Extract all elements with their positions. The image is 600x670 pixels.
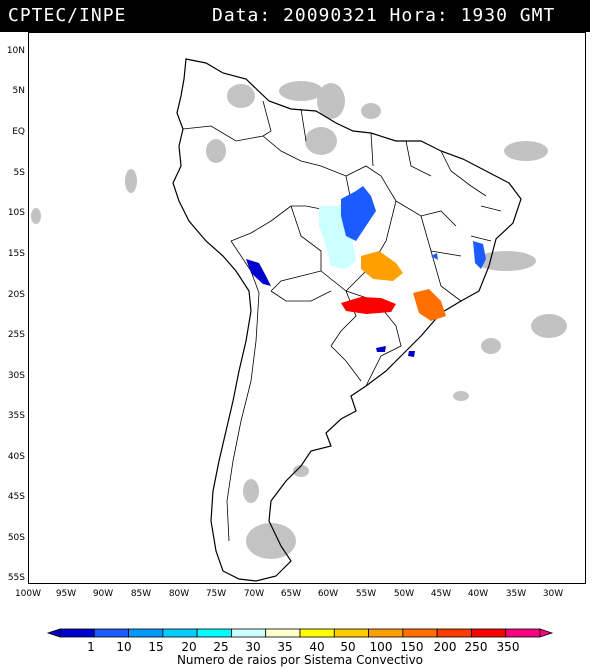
lat-label: 10S <box>7 208 25 218</box>
colorbar-label: 350 <box>496 640 520 654</box>
system-blue-east <box>473 241 486 269</box>
lon-label: 40W <box>467 589 489 599</box>
system-blue-south <box>376 346 386 352</box>
lon-label: 65W <box>280 589 302 599</box>
colorbar-cell <box>299 628 335 638</box>
lon-label: 80W <box>168 589 190 599</box>
lat-label: 35S <box>7 411 25 421</box>
colorbar-cell <box>59 628 95 638</box>
colorbar-cell <box>265 628 301 638</box>
lat-label: 15S <box>7 249 25 259</box>
colorbar-title: Numero de raios por Sistema Convectivo <box>176 653 424 667</box>
map-frame <box>28 32 586 584</box>
colorbar-label: 40 <box>309 640 325 654</box>
lon-label: 70W <box>243 589 265 599</box>
system-blue-west <box>246 259 271 286</box>
colorbar-cell <box>93 628 129 638</box>
colorbar-arrow-left <box>46 628 61 638</box>
colorbar-label: 30 <box>245 640 261 654</box>
lon-label: 100W <box>14 589 42 599</box>
cloud-cover-layer <box>31 81 567 559</box>
colorbar-cell <box>402 628 438 638</box>
colorbar-label: 10 <box>116 640 132 654</box>
lon-label: 90W <box>92 589 114 599</box>
colorbar-cell <box>471 628 507 638</box>
header-datetime: Data: 20090321 Hora: 1930 GMT <box>212 5 556 26</box>
colorbar-label: 35 <box>277 640 293 654</box>
colorbar-arrow-right <box>539 628 554 638</box>
colorbar-label: 25 <box>213 640 229 654</box>
colorbar-label: 50 <box>340 640 356 654</box>
lat-label: 5S <box>13 168 25 178</box>
south-america-outline <box>172 58 522 582</box>
lon-label: 55W <box>355 589 377 599</box>
lat-label: EQ <box>12 127 25 137</box>
lat-label: 10N <box>6 46 25 56</box>
colorbar-cell <box>505 628 541 638</box>
colorbar-cell <box>231 628 267 638</box>
lat-label: 45S <box>7 492 25 502</box>
lon-label: 60W <box>317 589 339 599</box>
lat-label: 20S <box>7 290 25 300</box>
colorbar-cell <box>333 628 369 638</box>
convective-systems <box>246 186 486 357</box>
colorbar-cell <box>368 628 404 638</box>
system-blue-small <box>431 253 438 260</box>
system-blue-south-2 <box>408 351 415 357</box>
map-header: CPTEC/INPE Data: 20090321 Hora: 1930 GMT <box>0 0 590 32</box>
lon-label: 75W <box>205 589 227 599</box>
lon-label: 35W <box>505 589 527 599</box>
colorbar-cell <box>196 628 232 638</box>
colorbar-label: 1 <box>87 640 95 654</box>
lat-label: 30S <box>7 371 25 381</box>
colorbar-label: 100 <box>369 640 393 654</box>
system-red <box>341 297 396 314</box>
lat-label: 55S <box>7 573 25 583</box>
colorbar-cell <box>128 628 164 638</box>
lon-label: 50W <box>393 589 415 599</box>
colorbar <box>46 628 554 638</box>
lat-label: 5N <box>12 86 25 96</box>
colorbar-label: 20 <box>181 640 197 654</box>
lon-label: 30W <box>542 589 564 599</box>
header-source: CPTEC/INPE <box>8 5 127 26</box>
country-borders <box>182 100 502 542</box>
colorbar-label: 150 <box>400 640 424 654</box>
system-blue-central <box>341 186 376 241</box>
lat-label: 25S <box>7 330 25 340</box>
lon-label: 85W <box>130 589 152 599</box>
colorbar-label: 250 <box>464 640 488 654</box>
system-orange-east <box>413 289 446 321</box>
lat-label: 40S <box>7 452 25 462</box>
system-orange-center <box>361 251 403 281</box>
lon-label: 95W <box>55 589 77 599</box>
lon-label: 45W <box>430 589 452 599</box>
map-canvas <box>31 58 567 582</box>
colorbar-cell <box>436 628 472 638</box>
colorbar-label: 15 <box>148 640 164 654</box>
colorbar-cell <box>162 628 198 638</box>
colorbar-label: 200 <box>433 640 457 654</box>
lat-label: 50S <box>7 533 25 543</box>
